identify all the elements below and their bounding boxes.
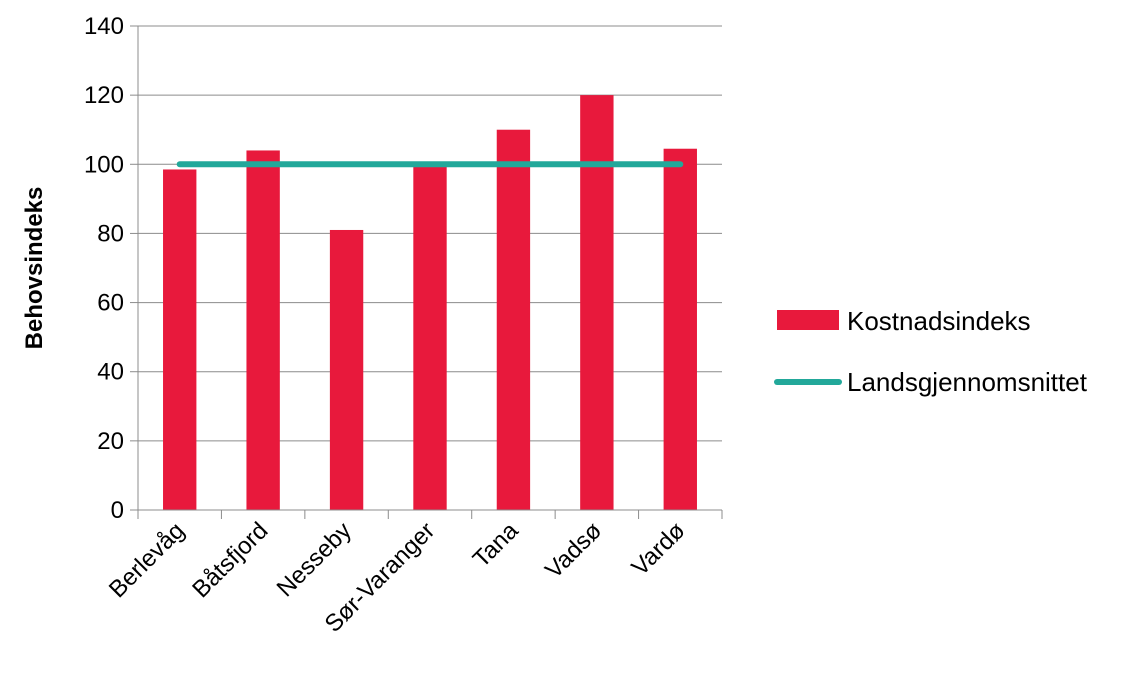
x-tick-label: Nesseby bbox=[272, 517, 357, 602]
bar bbox=[246, 150, 280, 510]
legend-swatch-kostnadsindeks bbox=[777, 310, 839, 330]
x-tick-label: Berlevåg bbox=[104, 517, 190, 603]
y-tick-label: 0 bbox=[111, 497, 124, 524]
y-tick-label: 100 bbox=[84, 151, 124, 178]
bar bbox=[163, 169, 197, 510]
bar bbox=[580, 95, 614, 511]
bar bbox=[663, 148, 697, 510]
y-tick-label: 120 bbox=[84, 82, 124, 109]
y-tick-label: 80 bbox=[97, 220, 124, 247]
x-tick-label: Vardø bbox=[626, 517, 690, 581]
y-tick-label: 140 bbox=[84, 13, 124, 40]
y-tick-label: 40 bbox=[97, 359, 124, 386]
bar bbox=[496, 129, 531, 510]
legend-label-kostnadsindeks: Kostnadsindeks bbox=[847, 306, 1031, 336]
x-tick-label: Vadsø bbox=[540, 517, 607, 584]
y-tick-label: 60 bbox=[97, 290, 124, 317]
y-tick-label: 20 bbox=[97, 428, 124, 455]
bar-layer bbox=[163, 95, 697, 511]
bar bbox=[413, 164, 447, 511]
x-tick-label: Tana bbox=[468, 517, 524, 573]
legend-label-landsgjennomsnittet: Landsgjennomsnittet bbox=[847, 367, 1088, 397]
legend: Kostnadsindeks Landsgjennomsnittet bbox=[774, 306, 1088, 397]
x-tick-label: Båtsfjord bbox=[187, 517, 273, 603]
bar bbox=[329, 229, 364, 510]
y-axis-title: Behovsindeks bbox=[21, 187, 48, 350]
